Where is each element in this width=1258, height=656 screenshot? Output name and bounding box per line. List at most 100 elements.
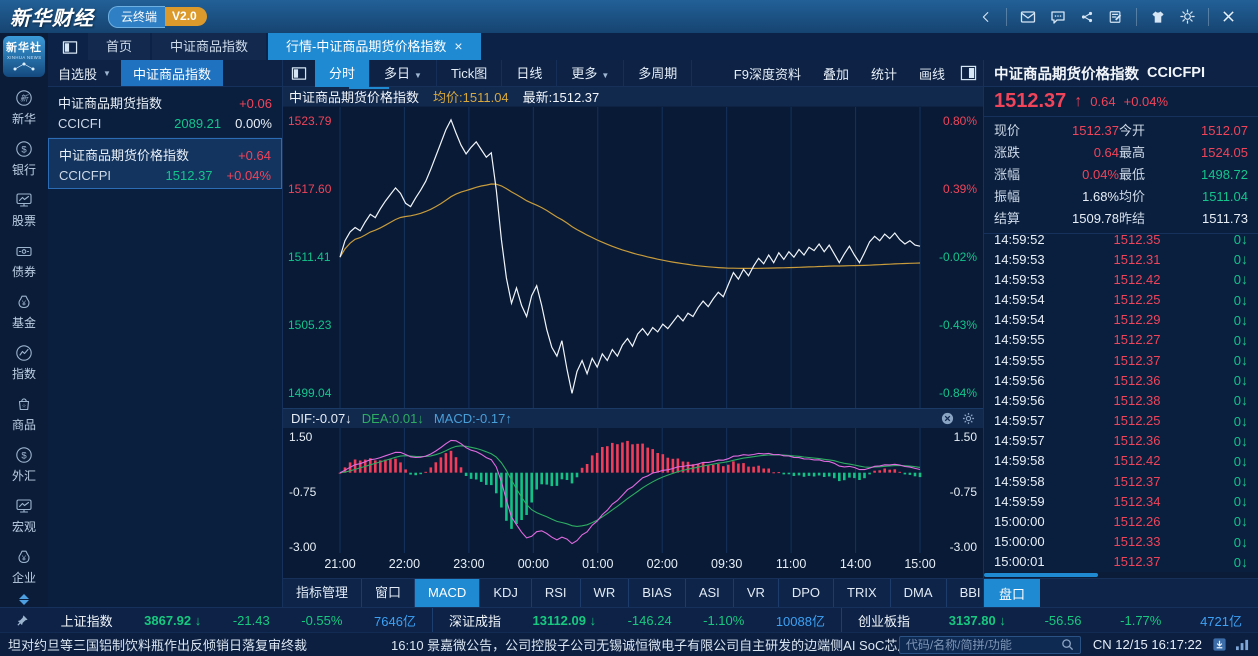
index-group-创业板指: 创业板指 3137.80 ↓ -56.56 -1.77% 4721亿 bbox=[842, 608, 1258, 632]
index-icon bbox=[15, 344, 33, 362]
indicator-tab-TRIX[interactable]: TRIX bbox=[834, 579, 891, 607]
down-arrow-icon: ↓ bbox=[1241, 452, 1248, 469]
quote-name: 中证商品期货价格指数 bbox=[994, 66, 1139, 83]
tape-price: 1512.42 bbox=[1113, 271, 1161, 287]
tab-quote-active[interactable]: 行情-中证商品期货价格指数 × bbox=[268, 33, 481, 60]
toolbar-button-Tick图[interactable]: Tick图 bbox=[437, 59, 503, 87]
price-change-pct: +0.04% bbox=[1123, 94, 1169, 109]
macd-chart[interactable]: 1.50 1.50 -0.75 -0.75 -3.00 -3.00 bbox=[283, 428, 983, 554]
news-item[interactable]: 16:10 景嘉微公告，公司控股子公司无锡诚恒微电子有限公司自主研发的边端侧AI… bbox=[391, 638, 899, 653]
xinhua-news-logo[interactable]: 新华社 XINHUA NEWS bbox=[3, 36, 45, 77]
tab-home[interactable]: 首页 bbox=[88, 33, 151, 60]
split-window-icon[interactable] bbox=[291, 66, 307, 81]
indicator-tab-DMA[interactable]: DMA bbox=[891, 579, 947, 607]
toolbar-button-日线[interactable]: 日线 bbox=[502, 59, 558, 87]
close-indicator-icon[interactable] bbox=[941, 412, 954, 425]
indicator-tab-MACD[interactable]: MACD bbox=[415, 579, 481, 607]
sidebar-item-macro[interactable]: 宏观 bbox=[0, 491, 48, 542]
indicator-tab-bar: 指标管理 窗口 MACD KDJ RSI WR BIAS ASI VR DPO TRIX DMA BBI bbox=[283, 578, 995, 607]
sidebar-item-forex[interactable]: $ 外汇 bbox=[0, 440, 48, 491]
indicator-tab-BIAS[interactable]: BIAS bbox=[629, 579, 686, 607]
chat-icon[interactable] bbox=[1050, 10, 1066, 24]
sidebar-scroll-arrows[interactable] bbox=[19, 593, 29, 607]
tab-order-book[interactable]: 盘口 bbox=[984, 579, 1040, 607]
news-item[interactable]: 坦对约旦等三国铝制饮料瓶作出反倾销日落复审终裁 bbox=[8, 638, 308, 653]
tape-scrollbar[interactable] bbox=[984, 572, 1258, 578]
watchlist-item[interactable]: 中证商品期货指数 +0.06 CCICFI 2089.21 0.00% bbox=[48, 87, 282, 138]
toolbar-link-F9深度资料[interactable]: F9深度资料 bbox=[733, 66, 801, 82]
index-amount: 4721亿 bbox=[1200, 613, 1242, 629]
download-icon[interactable] bbox=[1212, 637, 1227, 652]
mail-icon[interactable] bbox=[1020, 10, 1036, 24]
indicator-tab-DPO[interactable]: DPO bbox=[779, 579, 835, 607]
split-window-icon[interactable] bbox=[62, 40, 78, 55]
panel-toggle-icon[interactable] bbox=[960, 65, 977, 81]
time-axis-label: 02:00 bbox=[646, 557, 678, 571]
toolbar-button-更多[interactable]: 更多 ▼ bbox=[557, 59, 625, 87]
tape-price: 1512.31 bbox=[1113, 251, 1161, 267]
up-arrow-icon: ↑ bbox=[1074, 92, 1083, 110]
close-icon[interactable] bbox=[1222, 10, 1235, 23]
sidebar-item-fund[interactable]: ¥ 基金 bbox=[0, 287, 48, 338]
watchlist-item[interactable]: 中证商品期货价格指数 +0.64 CCICFPI 1512.37 +0.04% bbox=[48, 138, 282, 189]
quote-header: 中证商品期货价格指数 CCICFPI bbox=[984, 60, 1258, 87]
chevron-left-icon[interactable] bbox=[979, 10, 993, 24]
scrollbar-thumb[interactable] bbox=[984, 573, 1098, 577]
index-group-上证指数: 上证指数 3867.92 ↓ -21.43 -0.55% 7646亿 bbox=[0, 608, 433, 632]
toolbar-button-多日[interactable]: 多日 ▼ bbox=[370, 59, 437, 87]
toolbar-button-分时[interactable]: 分时 bbox=[315, 59, 371, 87]
tape-price: 1512.25 bbox=[1113, 413, 1161, 429]
down-arrow-icon: ↓ bbox=[589, 612, 597, 628]
down-arrow-icon: ↓ bbox=[194, 612, 202, 628]
tape-volume: 0↓ bbox=[1233, 473, 1248, 490]
indicator-tab-KDJ[interactable]: KDJ bbox=[480, 579, 532, 607]
tape-row: 14:59:53 1512.31 0↓ bbox=[994, 249, 1248, 269]
gear-icon[interactable] bbox=[1180, 9, 1195, 24]
tab-index[interactable]: 中证商品指数 bbox=[152, 33, 267, 60]
tab-close-icon[interactable]: × bbox=[454, 38, 463, 54]
tape-row: 14:59:56 1512.38 0↓ bbox=[994, 390, 1248, 410]
indicator-settings-gear-icon[interactable] bbox=[962, 412, 975, 425]
sidebar-item-bank[interactable]: $ 银行 bbox=[0, 134, 48, 185]
sidebar-item-xinhua[interactable]: 新新华 bbox=[0, 83, 48, 134]
watchlist-group-dropdown[interactable]: 自选股 ▼ bbox=[58, 66, 111, 82]
stat-value: 1524.05 bbox=[1201, 145, 1248, 160]
toolbar-link-画线[interactable]: 画线 bbox=[918, 66, 945, 82]
price-chart[interactable]: 1523.79 1517.60 1511.41 1505.23 1499.04 0.80%… bbox=[283, 107, 983, 408]
fund-icon: ¥ bbox=[15, 293, 33, 311]
indicator-tab-窗口[interactable]: 窗口 bbox=[362, 579, 416, 607]
index-name[interactable]: 深证成指 bbox=[449, 613, 502, 629]
index-name[interactable]: 创业板指 bbox=[858, 613, 911, 629]
indicator-tab-WR[interactable]: WR bbox=[581, 579, 630, 607]
sidebar-item-commodity[interactable]: ☆ 商品 bbox=[0, 389, 48, 440]
pin-icon[interactable] bbox=[16, 614, 29, 627]
shirt-icon[interactable] bbox=[1150, 10, 1166, 24]
watchlist-tab-index[interactable]: 中证商品指数 bbox=[120, 60, 223, 86]
note-icon[interactable] bbox=[1108, 10, 1123, 24]
toolbar-button-多周期[interactable]: 多周期 bbox=[624, 59, 693, 87]
tape-time: 14:59:55 bbox=[994, 332, 1045, 348]
macd-axis-label: 1.50 bbox=[289, 430, 313, 444]
indicator-tab-VR[interactable]: VR bbox=[734, 579, 779, 607]
symbol-search-box[interactable] bbox=[898, 635, 1081, 654]
indicator-tab-指标管理[interactable]: 指标管理 bbox=[283, 579, 363, 607]
sidebar-item-index[interactable]: 指数 bbox=[0, 338, 48, 389]
watchlist-panel: 自选股 ▼ 中证商品指数 中证商品期货指数 +0.06 CCICFI 2089.21 0.… bbox=[48, 60, 283, 607]
sidebar-item-stock[interactable]: 股票 bbox=[0, 185, 48, 236]
indicator-tab-ASI[interactable]: ASI bbox=[686, 579, 734, 607]
share-icon[interactable] bbox=[1080, 10, 1094, 24]
tape-price: 1512.42 bbox=[1113, 453, 1161, 469]
tape-volume: 0↓ bbox=[1233, 251, 1248, 268]
down-arrow-icon: ↓ bbox=[1241, 291, 1248, 308]
sidebar-item-bond[interactable]: 债券 bbox=[0, 236, 48, 287]
macd-axis-label: -0.75 bbox=[949, 485, 977, 499]
sidebar-item-enterprise[interactable]: ¥ 企业 bbox=[0, 542, 48, 593]
news-ticker[interactable]: 坦对约旦等三国铝制饮料瓶作出反倾销日落复审终裁 16:10 景嘉微公告，公司控股… bbox=[8, 635, 899, 654]
index-name[interactable]: 上证指数 bbox=[60, 613, 113, 629]
tick-list[interactable]: 14:59:52 1512.35 0↓ 14:59:53 1512.31 0↓ 14:59:… bbox=[984, 229, 1258, 572]
tape-row: 15:00:00 1512.26 0↓ bbox=[994, 511, 1248, 531]
toolbar-link-统计[interactable]: 统计 bbox=[870, 66, 897, 82]
toolbar-link-叠加[interactable]: 叠加 bbox=[822, 66, 849, 82]
search-input[interactable] bbox=[905, 637, 1061, 652]
indicator-tab-RSI[interactable]: RSI bbox=[532, 579, 581, 607]
